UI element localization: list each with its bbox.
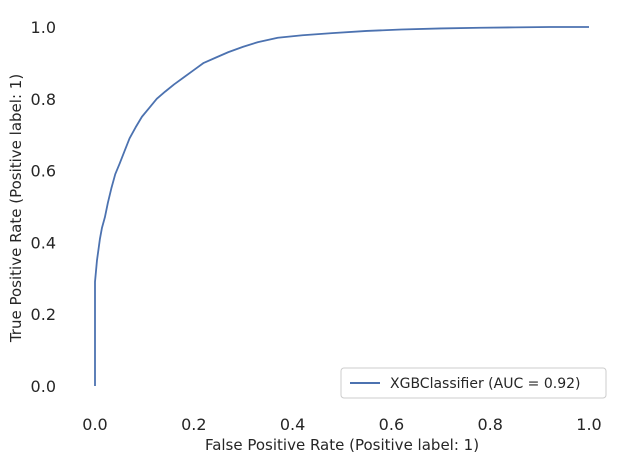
roc-curve-line: [94, 26, 589, 386]
legend-label: XGBClassifier (AUC = 0.92): [390, 376, 580, 392]
y-tick-label: 0.6: [31, 162, 56, 181]
legend-box: [340, 367, 607, 399]
x-tick-label: 0.4: [280, 415, 305, 434]
x-tick-label: 0.2: [181, 415, 206, 434]
x-tick-label: 0.8: [477, 415, 502, 434]
y-axis-label: True Positive Rate (Positive label: 1): [7, 74, 25, 343]
x-tick-label: 0.6: [379, 415, 404, 434]
y-tick-label: 0.8: [31, 90, 56, 109]
x-tick-label: 1.0: [576, 415, 601, 434]
legend: XGBClassifier (AUC = 0.92): [340, 367, 607, 399]
x-tick-labels: 0.0 0.2 0.4 0.6 0.8 1.0: [82, 415, 601, 434]
y-tick-label: 0.4: [31, 233, 56, 252]
y-tick-labels: 0.0 0.2 0.4 0.6 0.8 1.0: [31, 18, 56, 396]
y-tick-label: 1.0: [31, 18, 56, 37]
x-tick-label: 0.0: [82, 415, 107, 434]
y-tick-label: 0.0: [31, 377, 56, 396]
y-tick-label: 0.2: [31, 305, 56, 324]
series-layer: [94, 26, 589, 386]
x-axis-label: False Positive Rate (Positive label: 1): [205, 436, 479, 454]
